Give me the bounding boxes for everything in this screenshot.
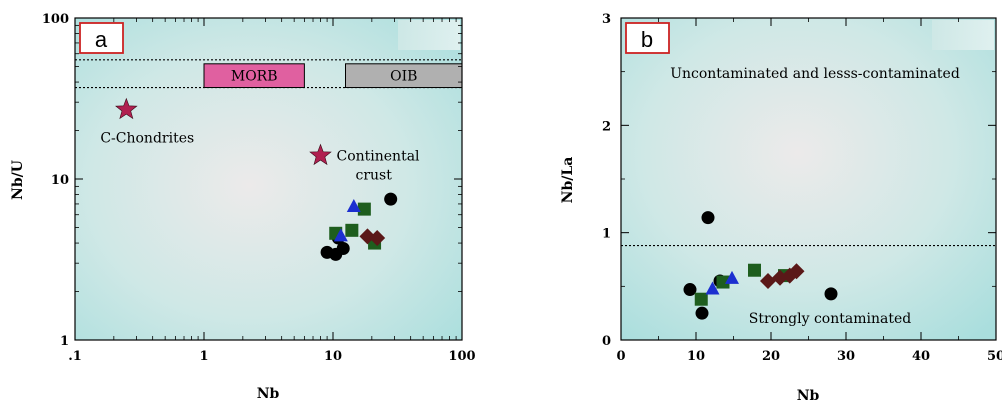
x-tick-label: 30 [837, 349, 855, 364]
data-point-square [345, 223, 359, 237]
reference-star [115, 97, 138, 120]
reference-star [309, 143, 332, 166]
x-tick-label: 10 [324, 349, 342, 364]
panel-a-x-axis-label: Nb [257, 386, 280, 402]
panel-b-x-axis-label: Nb [797, 388, 820, 404]
data-point-circle [384, 192, 398, 206]
panel-b-ticks: 0 10 20 30 40 50 0 1 2 3 [602, 12, 1002, 364]
y-tick-label: 1 [60, 334, 69, 349]
panel-a-data-points [320, 192, 398, 261]
panel-b-letter: b [641, 27, 653, 52]
y-tick-label: 0 [602, 334, 611, 349]
data-point-square [694, 292, 708, 306]
panel-a-letter: a [95, 27, 108, 52]
reference-label: C-Chondrites [100, 131, 194, 147]
panel-a-reference-points: C-Chondrites Continental crust [100, 97, 420, 183]
y-tick-label: 100 [42, 12, 69, 27]
panel-b-data-points [683, 211, 838, 320]
range-box-morb [203, 63, 305, 89]
x-tick-label: 50 [987, 349, 1002, 364]
panel-a-letter-box [79, 22, 124, 54]
x-tick-label: 1 [199, 349, 208, 364]
data-point-circle [695, 306, 709, 320]
y-tick-label: 3 [602, 12, 611, 27]
data-point-diamond [369, 230, 386, 247]
panel-b-lower-annotation: Strongly contaminated [749, 311, 911, 327]
panel-b-upper-annotation: Uncontaminated and lesss-contaminated [670, 66, 960, 82]
x-tick-label: 40 [912, 349, 930, 364]
x-tick-label: 10 [687, 349, 705, 364]
data-point-diamond [760, 272, 776, 289]
data-point-circle [824, 287, 838, 301]
x-tick-label: 0 [616, 349, 625, 364]
panel-b-plot: Uncontaminated and lesss-contaminated St… [560, 12, 1002, 404]
data-point-square [716, 275, 730, 289]
data-point-square [748, 263, 761, 277]
range-label-oib: OIB [390, 69, 417, 85]
data-point-square [357, 202, 371, 216]
data-point-circle [701, 211, 715, 225]
data-point-diamond [788, 263, 805, 280]
data-point-triangle [333, 228, 348, 242]
data-point-circle [683, 283, 697, 297]
y-tick-label: 10 [51, 173, 69, 188]
reference-label: Continental [336, 148, 420, 164]
y-tick-label: 1 [602, 227, 611, 242]
x-tick-label: 20 [762, 349, 780, 364]
range-label-morb: MORB [231, 69, 278, 85]
data-point-diamond [359, 228, 376, 245]
data-point-triangle [346, 199, 361, 213]
panel-b-letter-box [625, 22, 670, 54]
x-tick-label: 100 [448, 349, 475, 364]
data-point-triangle [725, 270, 739, 284]
data-point-circle [336, 242, 350, 256]
panel-a-y-axis-label: Nb/U [10, 160, 26, 200]
x-tick-label: .1 [68, 349, 82, 364]
data-point-triangle [705, 281, 720, 295]
panel-b-y-axis-label: Nb/La [560, 157, 576, 204]
y-tick-label: 2 [602, 119, 611, 134]
reference-label: crust [355, 167, 392, 183]
